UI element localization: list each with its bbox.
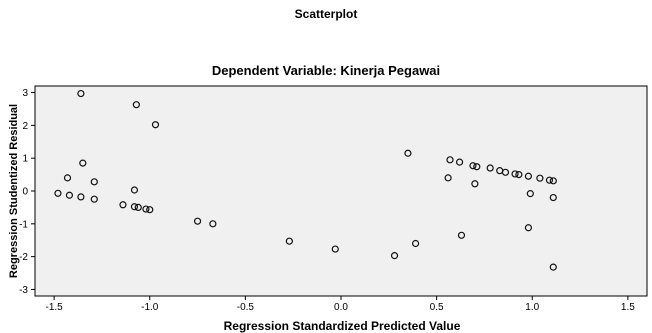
data-point: [130, 203, 139, 211]
data-point: [469, 162, 477, 170]
data-point: [486, 164, 494, 172]
data-point: [501, 168, 510, 176]
y-tick-label: 0: [22, 187, 28, 198]
data-points: [54, 89, 557, 271]
data-point: [549, 177, 557, 185]
data-point: [390, 252, 399, 260]
data-point: [404, 149, 412, 157]
data-point: [54, 189, 62, 197]
data-point: [63, 174, 72, 182]
x-tick-label: 0.0: [334, 302, 348, 313]
data-point: [209, 220, 217, 228]
data-point: [119, 201, 127, 209]
data-point: [446, 156, 454, 164]
x-tick-label: -1.5: [46, 302, 64, 313]
data-point: [142, 205, 150, 213]
chart-subtitle: Dependent Variable: Kinerja Pegawai: [212, 63, 440, 78]
chart-title: Scatterplot: [295, 7, 358, 21]
x-tick-label: -1.0: [141, 302, 159, 313]
data-point: [455, 158, 464, 166]
x-axis: -1.5 -1.0 -0.5 0.0 0.5 1.0 1.5: [46, 296, 635, 313]
data-point: [549, 193, 557, 202]
data-point: [473, 163, 481, 171]
x-tick-label: -0.5: [237, 302, 255, 313]
y-axis-label: Regression Studentized Residual: [8, 104, 20, 278]
y-tick-label: -1: [19, 219, 28, 230]
data-point: [331, 245, 339, 253]
data-point: [549, 263, 557, 271]
y-tick-label: 3: [22, 88, 28, 99]
data-point: [444, 174, 452, 182]
y-tick-label: 2: [22, 121, 28, 132]
y-tick-label: 1: [22, 154, 28, 165]
data-point: [285, 237, 293, 245]
data-point: [545, 176, 554, 184]
data-point: [151, 121, 160, 129]
data-point: [132, 101, 140, 109]
data-point: [411, 239, 420, 248]
data-point: [471, 180, 479, 188]
data-point: [77, 193, 85, 201]
data-point: [193, 217, 202, 225]
data-point: [515, 170, 523, 179]
data-point: [457, 231, 466, 239]
data-point: [79, 159, 87, 167]
y-axis: 3 2 1 0 -1 -2 -3: [19, 88, 35, 296]
data-point: [524, 172, 533, 180]
data-point: [526, 190, 534, 198]
data-point: [77, 89, 85, 98]
x-tick-label: 1.0: [525, 302, 539, 313]
x-tick-label: 1.5: [621, 302, 635, 313]
data-point: [90, 195, 98, 203]
data-point: [130, 186, 139, 194]
x-tick-label: 0.5: [430, 302, 444, 313]
x-axis-label: Regression Standardized Predicted Value: [224, 319, 461, 333]
data-point: [90, 178, 98, 186]
y-tick-label: -3: [19, 285, 28, 296]
data-point: [134, 203, 142, 212]
data-point: [65, 191, 74, 199]
data-point: [146, 206, 154, 214]
data-point: [511, 170, 519, 178]
data-point: [524, 224, 533, 232]
data-point: [536, 174, 544, 182]
y-tick-label: -2: [19, 252, 28, 263]
